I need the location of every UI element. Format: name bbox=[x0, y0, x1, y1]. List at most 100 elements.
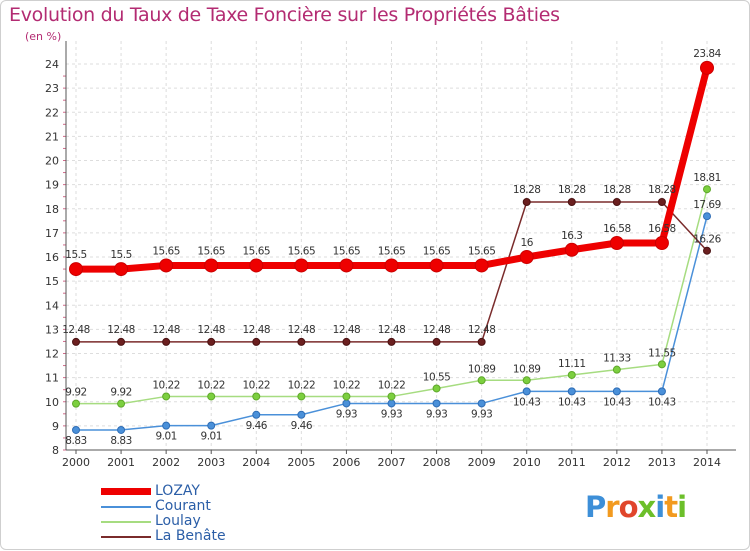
legend-label-la-ben-te: La Benâte bbox=[155, 528, 226, 544]
data-point-loulay bbox=[432, 384, 441, 393]
data-point-lozay bbox=[69, 262, 83, 277]
data-point-la-ben-te bbox=[72, 337, 80, 346]
data-label-loulay: 10.89 bbox=[513, 363, 541, 375]
y-tick-label: 15 bbox=[45, 275, 59, 288]
data-label-la-ben-te: 12.48 bbox=[423, 324, 451, 336]
data-point-courant bbox=[703, 212, 711, 221]
data-point-la-ben-te bbox=[522, 197, 531, 206]
data-label-courant: 8.83 bbox=[110, 435, 131, 447]
data-point-courant bbox=[162, 421, 171, 430]
y-tick-label: 18 bbox=[45, 203, 59, 216]
x-tick-label: 2010 bbox=[513, 456, 541, 469]
data-point-la-ben-te bbox=[567, 197, 576, 206]
x-tick-label: 2014 bbox=[693, 456, 721, 469]
data-point-loulay bbox=[297, 392, 306, 401]
legend-swatch-lozay bbox=[101, 488, 151, 495]
data-point-lozay bbox=[700, 60, 714, 75]
data-point-la-ben-te bbox=[657, 197, 666, 206]
data-label-loulay: 18.81 bbox=[693, 172, 721, 184]
data-point-loulay bbox=[72, 399, 80, 408]
y-tick-label: 21 bbox=[45, 130, 59, 143]
data-label-la-ben-te: 18.28 bbox=[648, 184, 676, 196]
data-label-la-ben-te: 18.28 bbox=[603, 184, 631, 196]
x-tick-label: 2002 bbox=[152, 456, 180, 469]
data-point-courant bbox=[477, 399, 486, 408]
legend-swatch-la-ben-te bbox=[101, 535, 151, 538]
data-label-lozay: 15.65 bbox=[197, 245, 225, 257]
legend-swatch-loulay bbox=[101, 520, 151, 523]
data-label-la-ben-te: 12.48 bbox=[378, 324, 406, 336]
data-point-courant bbox=[432, 399, 441, 408]
data-label-courant: 10.43 bbox=[513, 396, 541, 408]
data-point-loulay bbox=[207, 392, 216, 401]
data-label-courant: 9.46 bbox=[246, 420, 268, 432]
data-point-lozay bbox=[384, 258, 399, 273]
data-point-la-ben-te bbox=[297, 337, 306, 346]
data-label-loulay: 10.89 bbox=[468, 363, 496, 375]
data-point-loulay bbox=[342, 392, 351, 401]
unit-label: (en %) bbox=[25, 30, 62, 43]
data-label-lozay: 15.65 bbox=[468, 245, 496, 257]
data-label-loulay: 10.22 bbox=[152, 379, 180, 391]
data-point-la-ben-te bbox=[207, 337, 216, 346]
legend-label-loulay: Loulay bbox=[155, 513, 201, 529]
data-point-courant bbox=[252, 410, 261, 419]
data-label-lozay: 16 bbox=[521, 237, 534, 249]
data-point-loulay bbox=[657, 360, 666, 369]
legend: LOZAY Courant Loulay La Benâte bbox=[101, 483, 301, 544]
data-label-la-ben-te: 18.28 bbox=[558, 184, 586, 196]
data-point-courant bbox=[612, 387, 621, 396]
data-label-la-ben-te: 16.26 bbox=[693, 234, 721, 246]
data-label-la-ben-te: 12.48 bbox=[197, 324, 225, 336]
data-point-la-ben-te bbox=[432, 337, 441, 346]
data-point-loulay bbox=[477, 376, 486, 385]
data-point-lozay bbox=[429, 258, 444, 273]
x-tick-label: 2012 bbox=[603, 456, 631, 469]
data-point-courant bbox=[207, 421, 216, 430]
data-label-loulay: 10.22 bbox=[197, 379, 225, 391]
data-label-lozay: 23.84 bbox=[693, 48, 721, 60]
legend-label-courant: Courant bbox=[155, 498, 211, 514]
data-label-la-ben-te: 12.48 bbox=[107, 324, 135, 336]
data-point-la-ben-te bbox=[612, 197, 621, 206]
data-point-courant bbox=[387, 399, 396, 408]
x-tick-label: 2007 bbox=[378, 456, 406, 469]
y-tick-label: 13 bbox=[45, 323, 59, 336]
x-tick-label: 2009 bbox=[468, 456, 496, 469]
data-point-courant bbox=[72, 425, 80, 434]
x-tick-label: 2004 bbox=[242, 456, 270, 469]
y-tick-label: 16 bbox=[45, 251, 59, 264]
data-label-lozay: 15.5 bbox=[110, 249, 131, 261]
x-tick-label: 2006 bbox=[332, 456, 360, 469]
data-label-courant: 9.93 bbox=[426, 408, 447, 420]
y-tick-label: 9 bbox=[52, 420, 59, 433]
data-label-lozay: 15.65 bbox=[152, 245, 180, 257]
data-label-lozay: 16.3 bbox=[561, 230, 582, 242]
data-label-courant: 9.93 bbox=[336, 408, 357, 420]
data-point-lozay bbox=[114, 262, 129, 277]
data-point-lozay bbox=[519, 250, 534, 264]
legend-item-lozay: LOZAY bbox=[101, 483, 301, 499]
data-point-lozay bbox=[204, 258, 219, 273]
data-point-courant bbox=[342, 399, 351, 408]
data-label-loulay: 9.92 bbox=[65, 387, 86, 399]
x-tick-label: 2000 bbox=[62, 456, 90, 469]
y-tick-label: 14 bbox=[45, 299, 59, 312]
data-label-courant: 17.69 bbox=[693, 199, 721, 211]
data-label-courant: 8.83 bbox=[65, 435, 86, 447]
data-label-lozay: 15.65 bbox=[378, 245, 406, 257]
data-point-lozay bbox=[294, 258, 309, 273]
data-label-lozay: 15.65 bbox=[333, 245, 361, 257]
data-point-lozay bbox=[609, 236, 624, 251]
data-point-loulay bbox=[703, 185, 711, 194]
data-label-courant: 9.46 bbox=[291, 420, 313, 432]
data-point-courant bbox=[117, 425, 126, 434]
data-point-la-ben-te bbox=[342, 337, 351, 346]
data-point-courant bbox=[522, 387, 531, 396]
data-label-loulay: 11.55 bbox=[648, 347, 676, 359]
data-label-lozay: 15.5 bbox=[65, 249, 86, 261]
y-tick-label: 10 bbox=[45, 396, 59, 409]
data-label-lozay: 15.65 bbox=[243, 245, 271, 257]
data-label-loulay: 11.11 bbox=[558, 358, 586, 370]
